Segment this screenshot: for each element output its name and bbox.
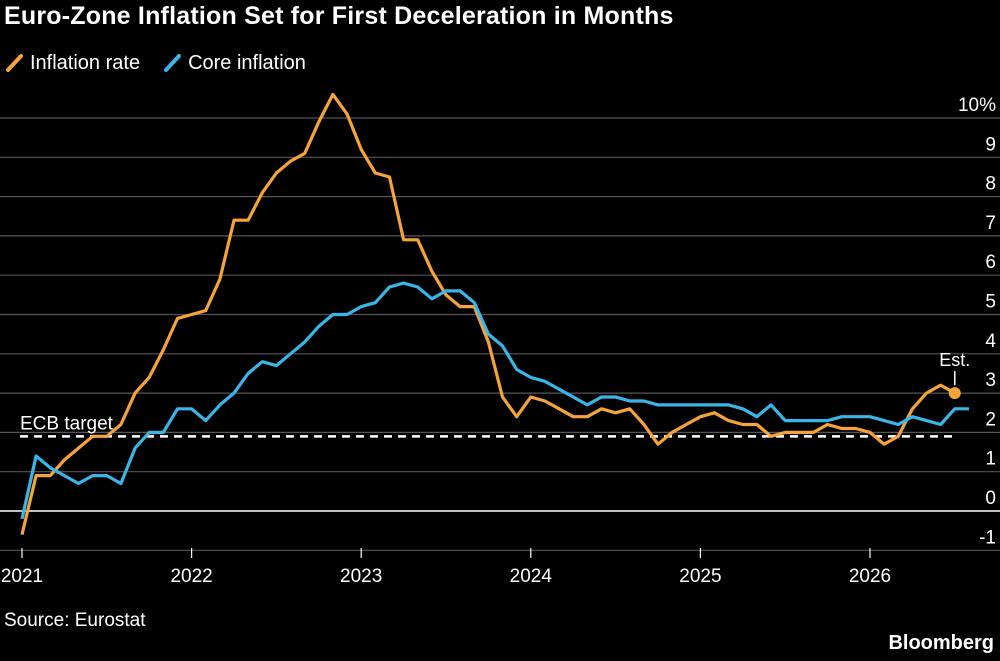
ecb-target-reference: ECB target (20, 413, 953, 438)
legend-item-core-inflation: Core inflation (162, 50, 306, 76)
y-tick-label: 10% (958, 95, 996, 116)
y-tick-label: 1 (985, 449, 996, 470)
y-tick-label: 5 (985, 292, 996, 313)
legend: Inflation rate Core inflation (4, 50, 328, 76)
x-tick-label: 2026 (849, 566, 891, 587)
ecb-target-label: ECB target (20, 413, 114, 434)
legend-item-inflation-rate: Inflation rate (4, 50, 140, 76)
y-tick-label: 8 (985, 174, 996, 195)
legend-label-inflation-rate: Inflation rate (30, 51, 141, 74)
x-tick-label: 2025 (679, 566, 721, 587)
core-inflation-line (20, 281, 969, 520)
y-tick-label: 6 (985, 252, 996, 273)
chart-title: Euro-Zone Inflation Set for First Decele… (4, 2, 674, 30)
y-tick-label: 0 (985, 488, 996, 509)
y-tick-label: -1 (979, 527, 996, 548)
slash-line-icon (6, 54, 23, 72)
y-tick-label: 4 (985, 331, 996, 352)
x-tick-label: 2023 (340, 566, 382, 587)
y-axis-ticks: -1 0 1 2 3 4 5 6 7 8 9 10% (958, 95, 996, 548)
series-lines (20, 92, 969, 535)
gridlines (0, 117, 1000, 551)
estimate-label: Est. (939, 350, 970, 370)
x-tick-label: 2024 (510, 566, 553, 587)
y-tick-label: 3 (985, 370, 996, 391)
x-tick-label: 2021 (1, 566, 43, 587)
estimate-point (948, 387, 961, 400)
inflation-rate-line (20, 92, 956, 535)
x-axis-ticks: 2021 2022 2023 2024 2025 2026 (1, 548, 891, 587)
source-note: Source: Eurostat (4, 610, 146, 631)
y-tick-label: 9 (985, 134, 996, 155)
slash-line-icon (164, 54, 182, 72)
brand-logo: Bloomberg (888, 632, 994, 654)
x-tick-label: 2022 (170, 566, 212, 587)
y-tick-label: 7 (985, 213, 996, 234)
estimate-marker: Est. (939, 350, 970, 400)
y-tick-label: 2 (985, 409, 996, 430)
legend-label-core-inflation: Core inflation (188, 51, 306, 74)
